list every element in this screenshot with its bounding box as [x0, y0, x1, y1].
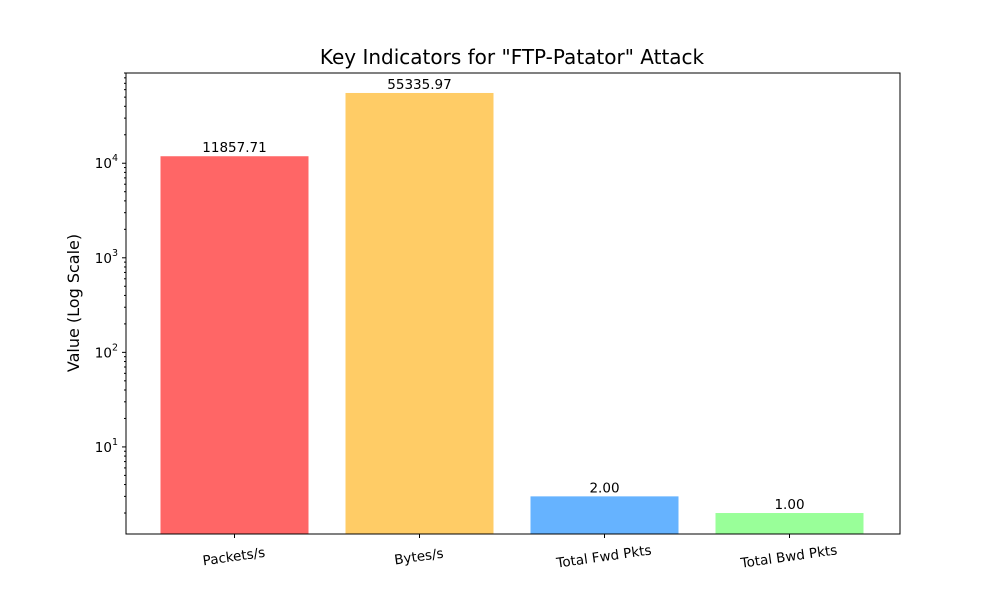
y-tick-base: 10 — [95, 440, 112, 456]
y-axis-label: Value (Log Scale) — [64, 234, 83, 372]
bar-total-fwd-pkts — [530, 496, 679, 534]
y-tick-exponent: 3 — [112, 248, 118, 259]
data-label: 11857.71 — [202, 140, 266, 156]
x-tick-label: Packets/s — [202, 545, 266, 570]
data-label: 2.00 — [589, 480, 619, 496]
x-tick-label: Total Bwd Pkts — [739, 542, 839, 572]
plot-frame — [125, 72, 901, 535]
y-tick-exponent: 2 — [112, 342, 118, 353]
bar-total-bwd-pkts — [715, 513, 864, 534]
bars-group: 11857.71 55335.97 2.00 1.00 — [160, 77, 864, 534]
y-tick-label: 101 — [95, 437, 118, 456]
x-axis-ticks: Packets/s Bytes/s Total Fwd Pkts Total Bwd … — [202, 534, 838, 572]
bar-bytes-s — [345, 92, 494, 534]
y-tick-label: 102 — [95, 342, 118, 361]
y-tick-base: 10 — [95, 156, 112, 172]
x-tick-label: Bytes/s — [393, 546, 444, 569]
y-tick-label: 104 — [95, 153, 118, 172]
x-tick-label: Total Fwd Pkts — [554, 542, 652, 571]
y-tick-exponent: 1 — [112, 437, 118, 448]
y-tick-exponent: 4 — [112, 153, 118, 164]
y-tick-base: 10 — [95, 251, 112, 267]
y-tick-label: 103 — [95, 248, 118, 267]
data-label: 55335.97 — [387, 77, 451, 93]
chart-title: Key Indicators for "FTP-Patator" Attack — [320, 45, 705, 69]
data-label: 1.00 — [774, 497, 804, 513]
y-tick-base: 10 — [95, 345, 112, 361]
bar-packets-s — [160, 156, 309, 534]
